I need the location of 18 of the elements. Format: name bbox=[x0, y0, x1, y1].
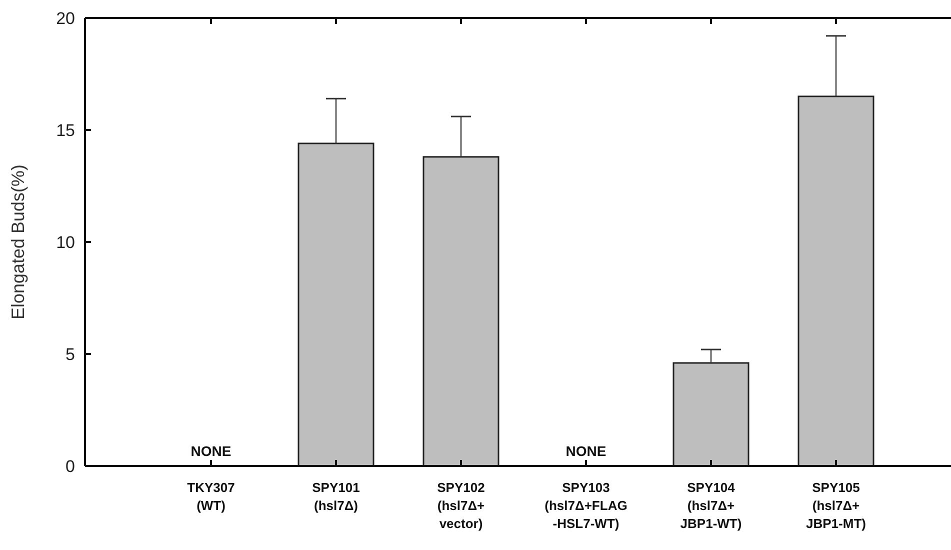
bar bbox=[798, 96, 874, 467]
annotation: NONE bbox=[190, 443, 232, 459]
bar bbox=[298, 142, 374, 467]
bar bbox=[422, 156, 500, 467]
bar bbox=[672, 362, 750, 467]
y-tick-label: 20 bbox=[56, 8, 75, 28]
y-tick-label: 5 bbox=[66, 344, 75, 364]
y-tick-label: 10 bbox=[56, 232, 75, 252]
x-tick-label: TKY307 (WT) bbox=[187, 480, 235, 513]
x-tick-label: SPY101 (hsl7Δ) bbox=[312, 480, 360, 513]
x-tick-label: SPY104 (hsl7Δ+ JBP1-WT) bbox=[680, 480, 742, 531]
y-tick-label: 0 bbox=[66, 456, 75, 476]
x-tick-label: SPY102 (hsl7Δ+ vector) bbox=[437, 480, 486, 531]
y-axis-title: Elongated Buds(%) bbox=[8, 164, 28, 320]
annotation: NONE bbox=[566, 443, 606, 459]
x-tick-label: SPY105 (hsl7Δ+ JBP1-MT) bbox=[806, 480, 866, 531]
x-tick-label: SPY103 (hsl7Δ+FLAG -HSL7-WT) bbox=[544, 480, 628, 531]
y-tick-label: 15 bbox=[56, 120, 75, 140]
